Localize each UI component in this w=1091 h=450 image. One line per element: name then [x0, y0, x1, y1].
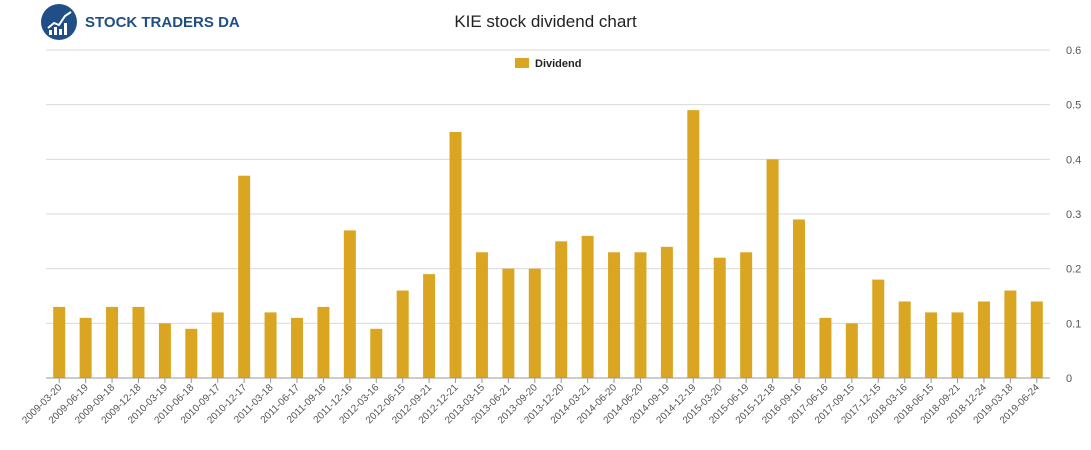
bar — [555, 241, 568, 378]
bar — [291, 317, 303, 378]
bar — [185, 328, 198, 378]
bar — [53, 306, 66, 378]
bar — [1030, 301, 1043, 378]
legend-label: Dividend — [535, 58, 581, 70]
bar — [660, 246, 673, 378]
y-tick-label: 0.2 — [1066, 264, 1081, 276]
bar — [608, 252, 621, 378]
y-tick-label: 0.6 — [1066, 45, 1081, 57]
bar — [132, 306, 145, 378]
bar — [713, 257, 726, 378]
bar — [687, 110, 700, 378]
bar — [343, 230, 356, 378]
bar — [793, 219, 805, 378]
y-tick-label: 0.5 — [1066, 100, 1081, 112]
bar — [740, 252, 753, 378]
bar — [475, 252, 488, 378]
bar — [581, 235, 594, 378]
bar — [211, 312, 224, 378]
bar — [634, 252, 647, 378]
y-tick-label: 0 — [1066, 373, 1072, 385]
bar — [396, 290, 409, 378]
bar — [79, 317, 92, 378]
y-tick-label: 0.1 — [1066, 318, 1081, 330]
bar — [872, 279, 885, 378]
bar — [449, 132, 462, 378]
bar — [766, 159, 779, 378]
bar — [845, 323, 858, 378]
bar — [106, 306, 119, 378]
bar — [158, 323, 171, 378]
legend-swatch — [515, 58, 529, 68]
y-tick-label: 0.3 — [1066, 209, 1081, 221]
bar — [238, 175, 251, 378]
bar — [898, 301, 911, 378]
x-axis-ticks: 2009-03-202009-06-192009-09-182009-12-18… — [20, 377, 1050, 426]
bar — [502, 268, 515, 378]
bar — [925, 312, 938, 378]
bar — [423, 274, 436, 378]
bar — [370, 328, 383, 378]
bars — [53, 110, 1043, 378]
bar — [977, 301, 990, 378]
bar — [528, 268, 541, 378]
brand-name: STOCK TRADERS DAILY — [85, 14, 240, 31]
y-tick-label: 0.4 — [1066, 154, 1081, 166]
y-axis-ticks: 0 0.1 0.2 0.3 0.4 0.5 0.6 — [1066, 45, 1081, 385]
bar — [819, 317, 832, 378]
bar — [951, 312, 964, 378]
bar — [1004, 290, 1017, 378]
bar — [317, 306, 330, 378]
legend: Dividend — [515, 58, 581, 70]
brand-logo: STOCK TRADERS DAILY — [41, 4, 240, 40]
bar — [264, 312, 277, 378]
chart-title: KIE stock dividend chart — [454, 12, 637, 31]
